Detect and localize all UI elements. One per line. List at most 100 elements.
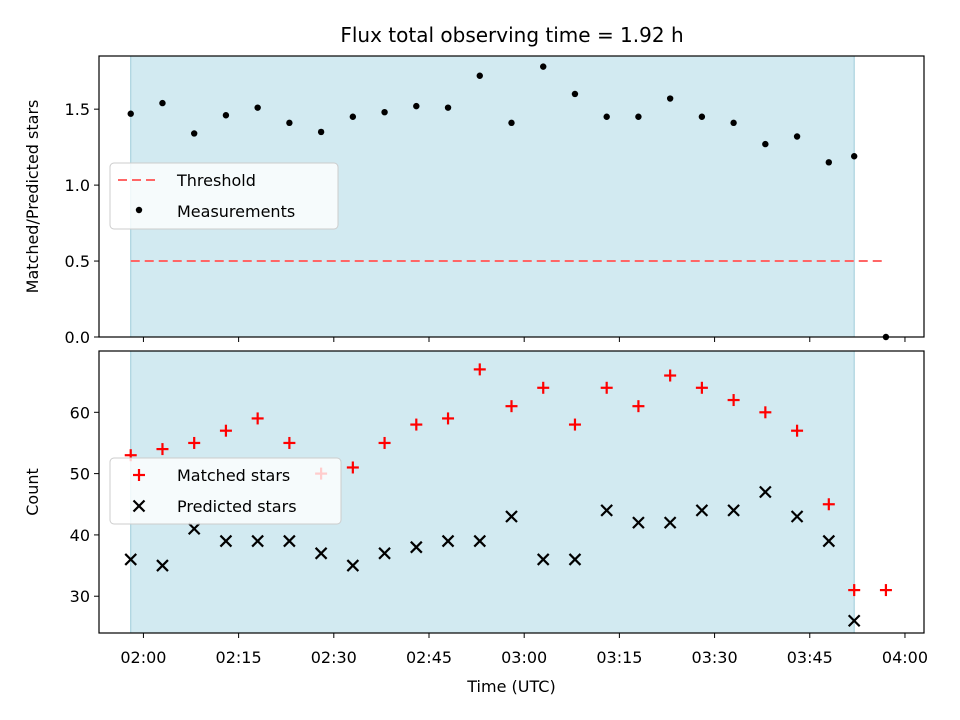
predicted-star-point [663,516,677,529]
cross-b [727,504,740,517]
top-plot-area [127,63,890,341]
bottom-plot-area [124,363,892,628]
top-legend-box [109,162,339,230]
cross-b [441,534,455,548]
predicted-star-point [187,522,201,536]
measurement-point [793,133,801,140]
predicted-star-point [632,516,645,529]
measurement-point [381,109,388,116]
measurement-point [127,110,134,117]
bottom-y-tick-label: 50 [70,465,90,484]
predicted-star-point [847,614,861,628]
x-tick-label: 03:00 [501,648,547,667]
x-tick-label: 04:00 [882,648,928,667]
matched-star-point [695,381,708,394]
cross-b [251,534,264,548]
predicted-star-point [219,534,233,548]
predicted-star-point [536,553,550,566]
measurement-point [286,119,293,127]
cross-b [156,559,169,572]
top-axes-frame [98,55,925,338]
predicted-star-point [505,510,518,523]
predicted-star-point [124,553,138,566]
measurement-point [222,112,230,119]
bottom-y-tick-label: 60 [70,403,90,422]
matched-star-point [283,436,296,449]
predicted-star-point [790,510,804,523]
measurement-point [317,128,325,136]
measurement-point [603,113,610,120]
matched-star-point [251,412,264,425]
matched-star-point [156,443,169,456]
measurement-point [476,72,483,79]
measurement-point [508,119,515,127]
top-panel: 0.0 0.5 1.0 1.5 Matched/Predicted stars Thr… [23,55,925,347]
matched-star-point [537,381,550,394]
cross-b [346,559,360,572]
legend-measurements-swatch [135,206,143,214]
matched-star-point [346,461,359,474]
cross-b [695,504,709,517]
measurement-point [540,63,547,70]
measurement-point [254,104,261,111]
legend-measurements-label: Measurements [177,202,295,221]
cross-b [759,485,772,499]
measurement-point [635,113,642,120]
cross-b [568,553,582,566]
matched-star-point [219,424,232,437]
matched-star-point [442,412,455,425]
cross-b [663,516,677,529]
x-tick-label: 03:15 [596,648,642,667]
predicted-star-point [822,534,836,548]
x-axis-label: Time (UTC) [466,677,555,696]
cross-b [219,534,233,548]
bottom-axes-frame [98,350,925,634]
cross-b [314,547,328,560]
cross-b [124,553,138,566]
bottom-y-tick-label: 30 [70,587,90,606]
matched-star-point [848,584,861,597]
predicted-star-point [346,559,360,572]
cross-b [847,614,861,628]
bottom-y-axis-label: Count [23,468,42,516]
bottom-x-axis: 02:00 02:15 02:30 02:45 03:00 03:15 03:30 03:45… [120,633,928,667]
x-tick-label: 02:15 [216,648,262,667]
top-y-axis: 0.0 0.5 1.0 1.5 [65,100,99,347]
measurement-point [444,104,452,111]
predicted-star-point [314,547,328,560]
cross-b [378,547,391,560]
matched-star-point [879,584,892,597]
matched-star-point [664,369,677,382]
cross-b [132,499,146,513]
measurement-point [850,153,858,160]
matched-star-point [568,418,581,431]
legend-matched-swatch [133,469,145,481]
predicted-star-point [251,534,264,548]
matched-star-point [473,363,486,376]
predicted-star-point [695,504,709,517]
matched-star-point [632,400,645,413]
measurement-point [762,140,769,148]
bottom-legend-box [109,457,342,525]
top-y-tick-label: 0.5 [65,252,90,271]
predicted-star-point [410,540,423,554]
top-y-tick-label: 1.0 [65,176,90,195]
predicted-star-point [283,534,296,548]
measurement-point [571,90,579,98]
cross-b [790,510,804,523]
matched-star-point [727,394,740,407]
top-legend: Threshold Measurements [109,162,339,230]
measurement-point [825,159,833,166]
matched-star-point [505,400,518,413]
measurement-point [349,113,357,120]
x-tick-label: 02:00 [120,648,166,667]
bottom-legend: Matched stars Predicted stars [109,457,342,525]
legend-matched-label: Matched stars [177,466,290,485]
predicted-star-point [378,547,391,560]
matched-star-point [759,406,772,419]
predicted-star-point [600,504,613,517]
legend-plus-marker [133,469,145,481]
cross-b [187,522,201,536]
cross-b [536,553,550,566]
